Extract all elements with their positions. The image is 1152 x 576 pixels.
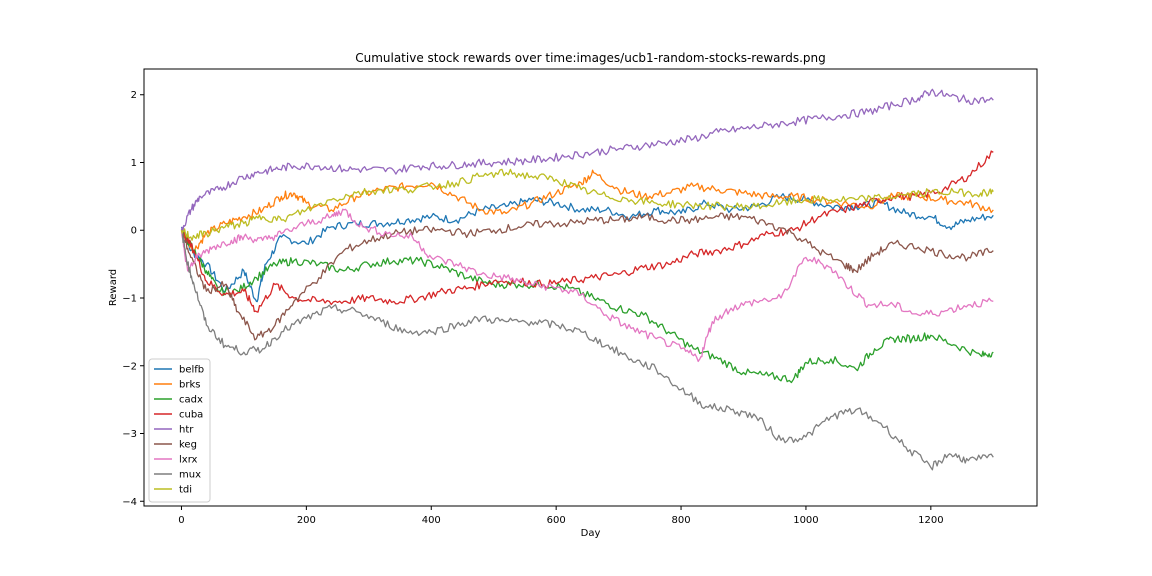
y-tick-label: 1 — [131, 158, 137, 169]
x-axis-label: Day — [581, 528, 601, 539]
x-tick-label: 800 — [672, 515, 691, 526]
legend-label-mux: mux — [179, 470, 201, 481]
legend-label-htr: htr — [179, 425, 194, 436]
legend-label-cadx: cadx — [179, 395, 203, 406]
axes-frame — [143, 68, 1038, 507]
chart-title: Cumulative stock rewards over time:image… — [355, 51, 826, 65]
y-tick-label: −2 — [122, 361, 137, 372]
legend-label-cuba: cuba — [179, 410, 203, 421]
legend-label-belfb: belfb — [179, 365, 204, 376]
legend-label-keg: keg — [179, 440, 197, 451]
series-line-brks — [181, 169, 994, 254]
x-tick-label: 1000 — [793, 515, 818, 526]
y-tick-label: −1 — [122, 294, 137, 305]
series-line-keg — [180, 212, 994, 341]
x-tick-label: 0 — [178, 515, 184, 526]
legend: belfb brks cadx cuba htr keg lxrx mux tdi — [148, 358, 211, 503]
series-line-belfb — [180, 193, 994, 303]
y-tick-label: −4 — [122, 497, 137, 508]
series-line-lxrx — [180, 208, 994, 363]
x-tick-label: 200 — [297, 515, 316, 526]
y-tick-label: 0 — [131, 226, 137, 237]
series-line-mux — [180, 229, 994, 471]
series-line-htr — [180, 88, 994, 231]
y-tick-label: −3 — [122, 429, 137, 440]
x-tick-label: 1200 — [918, 515, 943, 526]
legend-label-tdi: tdi — [179, 485, 192, 496]
legend-label-brks: brks — [179, 380, 200, 391]
series-line-cuba — [181, 150, 994, 313]
legend-label-lxrx: lxrx — [179, 455, 198, 466]
x-tick-label: 600 — [547, 515, 566, 526]
y-tick-label: 2 — [131, 90, 137, 101]
series-line-tdi — [180, 168, 994, 241]
legend-box — [148, 358, 211, 503]
y-axis-label: Reward — [108, 269, 119, 306]
x-tick-label: 400 — [422, 515, 441, 526]
plot-area: 0 200 400 600 800 1000 1200 −4 −3 −2 −1 0 1 2 belfb brk… — [122, 68, 1038, 526]
